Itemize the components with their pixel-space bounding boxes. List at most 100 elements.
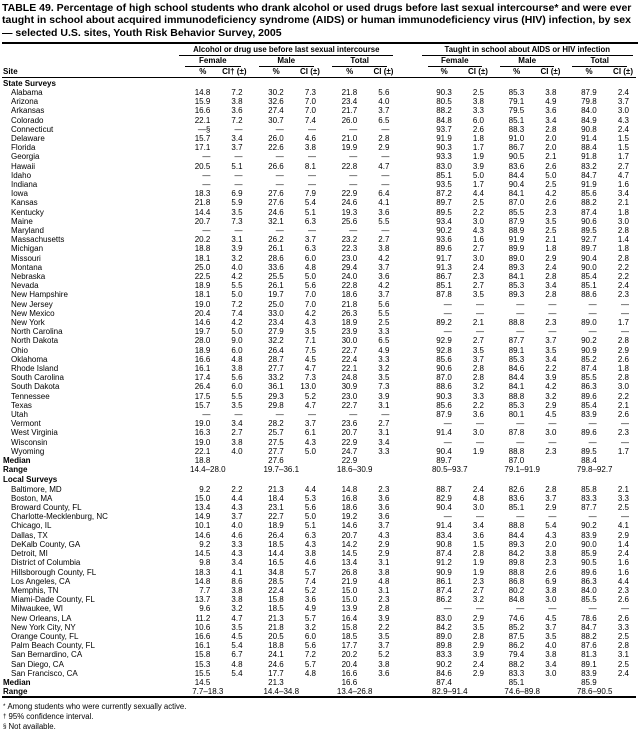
pct-value: 28.5 <box>268 576 284 586</box>
ci-value: 4.0 <box>231 262 243 272</box>
group-gap <box>396 650 418 659</box>
pct-value: 91.9 <box>508 235 525 245</box>
ci-value: 3.4 <box>472 521 484 531</box>
ci-value: 6.3 <box>304 530 316 540</box>
ci-value: 3.4 <box>545 115 557 125</box>
table-body: State Surveys Alabama 14.8 7.2 30.2 7.3 21.8 5.… <box>2 77 636 697</box>
ci-value: 1.6 <box>472 235 484 245</box>
ci-value: 4.2 <box>304 308 316 318</box>
table-row: Arkansas 16.6 3.6 27.4 7.0 21.7 3.7 88.2 3.3 79.5… <box>2 106 636 115</box>
pct-value: 89.8 <box>508 558 525 568</box>
group-gap <box>396 595 418 604</box>
pct-value: 23.9 <box>341 327 358 337</box>
ci-value: 2.8 <box>545 272 557 281</box>
pct-value: 17.7 <box>268 668 284 678</box>
pct-value: 29.3 <box>268 391 284 401</box>
pct-value: 24.0 <box>341 272 358 281</box>
range-value: 78.6–90.5 <box>576 687 613 697</box>
ci-value: 6.0 <box>304 631 316 641</box>
subgroup-male: Male <box>491 56 563 67</box>
ci-value: 2.1 <box>545 152 557 162</box>
ci-value: 2.7 <box>378 235 390 245</box>
pct-value: 89.9 <box>508 244 525 254</box>
site-name: Detroit, MI <box>11 549 48 559</box>
ci-value: 5.4 <box>231 668 243 678</box>
pct-value: 27.4 <box>268 106 284 116</box>
ci-value: — <box>621 327 629 337</box>
ci-value: 3.5 <box>304 327 316 337</box>
ci-value: 2.4 <box>617 668 629 678</box>
table-row: Hillsborough County, FL 18.3 4.1 34.8 5.7 26.… <box>2 568 636 577</box>
pct-header: % <box>563 66 602 78</box>
pct-value: 84.9 <box>581 115 597 125</box>
pct-value: 91.8 <box>581 152 597 162</box>
pct-value: 87.4 <box>581 207 597 217</box>
pct-value: 20.7 <box>194 216 211 226</box>
range-value: 74.6–89.8 <box>504 687 540 697</box>
group-gap <box>396 263 418 272</box>
pct-value: 19.0 <box>194 437 211 447</box>
ci-value: 4.1 <box>231 567 243 577</box>
pct-value: 86.3 <box>581 382 597 392</box>
pct-value: 21.9 <box>341 576 358 586</box>
ci-value: 3.6 <box>472 410 484 420</box>
table-row: West Virginia 16.3 2.7 25.7 6.1 20.7 3.1 91.4 3.… <box>2 428 636 437</box>
pct-value: 20.5 <box>268 631 284 641</box>
table-row: Colorado 22.1 7.2 30.7 7.4 26.0 6.5 84.8 6.0 85.1… <box>2 116 636 125</box>
ci-value: 2.6 <box>545 567 557 577</box>
blank-cell <box>215 678 249 687</box>
ci-value: 2.5 <box>378 318 390 328</box>
pct-value: 90.0 <box>581 262 597 272</box>
pct-value: — <box>202 410 211 420</box>
ci-value: 2.8 <box>545 124 557 134</box>
pct-value: 85.4 <box>581 400 597 410</box>
median-value: 89.7 <box>436 456 452 466</box>
ci-value: 3.6 <box>378 272 390 281</box>
ci-value: 1.8 <box>617 244 629 254</box>
pct-value: 83.0 <box>436 161 452 171</box>
pct-value: 18.9 <box>194 281 211 291</box>
ci-value: — <box>381 225 390 235</box>
pct-value: — <box>275 170 284 180</box>
group-gap <box>396 97 418 106</box>
pct-value: 15.8 <box>341 622 358 632</box>
ci-value: 3.9 <box>472 650 484 660</box>
table-row: San Bernardino, CA 15.8 6.7 24.1 7.2 20.2 5.2 8… <box>2 650 636 659</box>
median-value: 16.6 <box>341 677 358 687</box>
table-row: Connecticut —§ — — — — — 93.7 2.6 88.3 2.8 90.8 2.4 <box>2 125 636 134</box>
ci-value: 2.8 <box>617 253 629 263</box>
group-gap <box>396 447 418 456</box>
group-gap <box>396 171 418 180</box>
ci-value: 3.9 <box>545 373 557 383</box>
group-gap <box>396 678 418 687</box>
ci-value: 2.3 <box>472 272 484 281</box>
blank-cell <box>457 456 491 465</box>
median-row: Median 14.5 21.3 16.6 87.4 85.1 85.9 <box>2 678 636 687</box>
pct-value: 89.3 <box>508 539 525 549</box>
median-value: 27.6 <box>268 456 284 466</box>
pct-value: 15.8 <box>194 650 211 660</box>
pct-value: — <box>516 308 525 318</box>
pct-value: 14.8 <box>341 484 358 494</box>
pct-value: 90.3 <box>436 87 452 97</box>
pct-value: 86.2 <box>436 595 452 605</box>
ci-value: 3.7 <box>378 641 390 651</box>
ci-value: 3.1 <box>378 585 390 595</box>
group-gap <box>396 106 418 115</box>
site-name: Alabama <box>11 87 43 97</box>
ci-value: 2.9 <box>378 549 390 559</box>
ci-value: 2.8 <box>617 336 629 346</box>
ci-value: 2.7 <box>472 585 484 595</box>
pct-value: 23.4 <box>268 318 284 328</box>
pct-value: 85.5 <box>508 207 525 217</box>
ci-value: 3.8 <box>545 585 557 595</box>
pct-value: 11.2 <box>195 613 211 623</box>
pct-value: 18.6 <box>341 290 358 300</box>
group-label-alcohol: Alcohol or drug use before last sexual i… <box>176 45 396 57</box>
ci-value: 3.1 <box>378 558 390 568</box>
ci-value: 2.1 <box>472 318 484 328</box>
ci-value: 3.7 <box>617 97 629 107</box>
pct-value: — <box>349 179 358 189</box>
pct-value: 19.0 <box>194 299 211 309</box>
ci-value: — <box>234 179 243 189</box>
